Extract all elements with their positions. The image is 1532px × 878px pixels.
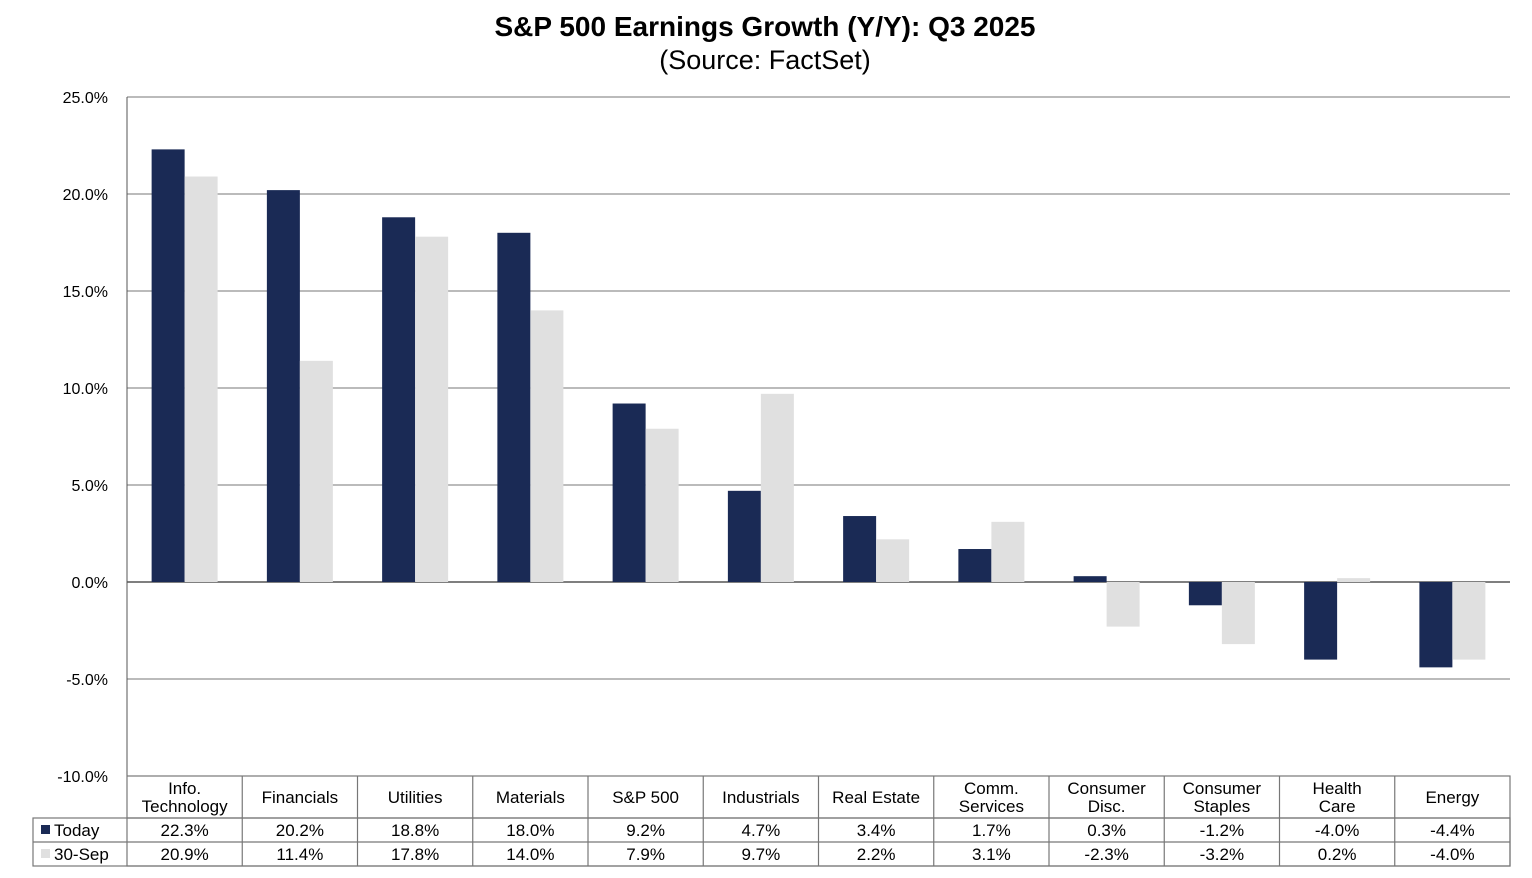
bar-today-0 <box>151 149 185 582</box>
y-tick-label: -10.0% <box>57 769 108 786</box>
bar-30-sep-9 <box>1221 582 1255 645</box>
legend-swatch-30-sep <box>41 849 50 858</box>
bar-30-sep-0 <box>184 176 218 583</box>
table-value: 22.3% <box>161 821 209 840</box>
bar-today-7 <box>958 549 992 582</box>
chart-title: S&P 500 Earnings Growth (Y/Y): Q3 2025 <box>495 11 1036 42</box>
bar-today-8 <box>1073 576 1107 582</box>
category-label: Utilities <box>388 788 443 807</box>
bar-today-11 <box>1419 582 1453 668</box>
bar-30-sep-11 <box>1452 582 1486 660</box>
table-value: 3.1% <box>972 845 1011 864</box>
bar-today-6 <box>843 516 877 582</box>
y-tick-label: 25.0% <box>63 90 108 107</box>
table-value: -4.0% <box>1430 845 1474 864</box>
y-tick-label: 15.0% <box>63 284 108 301</box>
table-value: 20.2% <box>276 821 324 840</box>
y-tick-label: 10.0% <box>63 381 108 398</box>
category-label: Energy <box>1425 788 1479 807</box>
table-value: 7.9% <box>626 845 665 864</box>
bar-30-sep-5 <box>760 393 794 582</box>
category-label: Info. <box>168 779 201 798</box>
table-value: 2.2% <box>857 845 896 864</box>
chart-subtitle: (Source: FactSet) <box>659 45 871 75</box>
table-value: 0.3% <box>1087 821 1126 840</box>
bar-today-3 <box>497 232 531 583</box>
legend-swatch-today <box>41 825 50 834</box>
bar-30-sep-3 <box>530 310 564 582</box>
bar-30-sep-7 <box>991 521 1025 582</box>
category-label: Comm. <box>964 779 1019 798</box>
table-value: -3.2% <box>1200 845 1244 864</box>
category-label: Technology <box>142 797 229 816</box>
category-label: Care <box>1319 797 1356 816</box>
category-label: S&P 500 <box>612 788 679 807</box>
category-label: Health <box>1313 779 1362 798</box>
table-value: 9.2% <box>626 821 665 840</box>
legend-label: 30-Sep <box>54 845 109 864</box>
table-value: 3.4% <box>857 821 896 840</box>
table-value: 20.9% <box>161 845 209 864</box>
category-label: Disc. <box>1088 797 1126 816</box>
category-label: Industrials <box>722 788 799 807</box>
table-value: -4.4% <box>1430 821 1474 840</box>
table-value: 0.2% <box>1318 845 1357 864</box>
bar-today-1 <box>266 190 300 582</box>
category-label: Services <box>959 797 1024 816</box>
bar-30-sep-8 <box>1106 582 1140 627</box>
table-value: 9.7% <box>742 845 781 864</box>
table-value: 1.7% <box>972 821 1011 840</box>
table-value: 11.4% <box>276 845 323 864</box>
bar-today-4 <box>612 403 646 582</box>
bar-30-sep-10 <box>1337 578 1371 582</box>
category-label: Financials <box>262 788 339 807</box>
y-tick-label: -5.0% <box>66 672 108 689</box>
bar-30-sep-1 <box>299 360 333 582</box>
category-label: Staples <box>1194 797 1251 816</box>
y-tick-label: 0.0% <box>72 575 108 592</box>
category-label: Materials <box>496 788 565 807</box>
table-value: 18.8% <box>391 821 439 840</box>
table-value: 17.8% <box>391 845 439 864</box>
table-value: -1.2% <box>1200 821 1244 840</box>
category-label: Real Estate <box>832 788 920 807</box>
table-value: 18.0% <box>506 821 554 840</box>
category-label: Consumer <box>1183 779 1262 798</box>
bar-30-sep-4 <box>645 428 679 582</box>
bar-today-5 <box>727 490 761 582</box>
bar-today-2 <box>382 217 416 582</box>
legend-label: Today <box>54 821 100 840</box>
table-value: -2.3% <box>1084 845 1128 864</box>
table-value: 14.0% <box>506 845 554 864</box>
bar-30-sep-2 <box>415 236 449 582</box>
y-tick-label: 20.0% <box>63 187 108 204</box>
table-value: -4.0% <box>1315 821 1359 840</box>
bar-30-sep-6 <box>876 539 910 582</box>
category-label: Consumer <box>1067 779 1146 798</box>
bar-today-9 <box>1188 582 1222 606</box>
bar-today-10 <box>1304 582 1338 660</box>
table-value: 4.7% <box>742 821 781 840</box>
y-tick-label: 5.0% <box>72 478 108 495</box>
